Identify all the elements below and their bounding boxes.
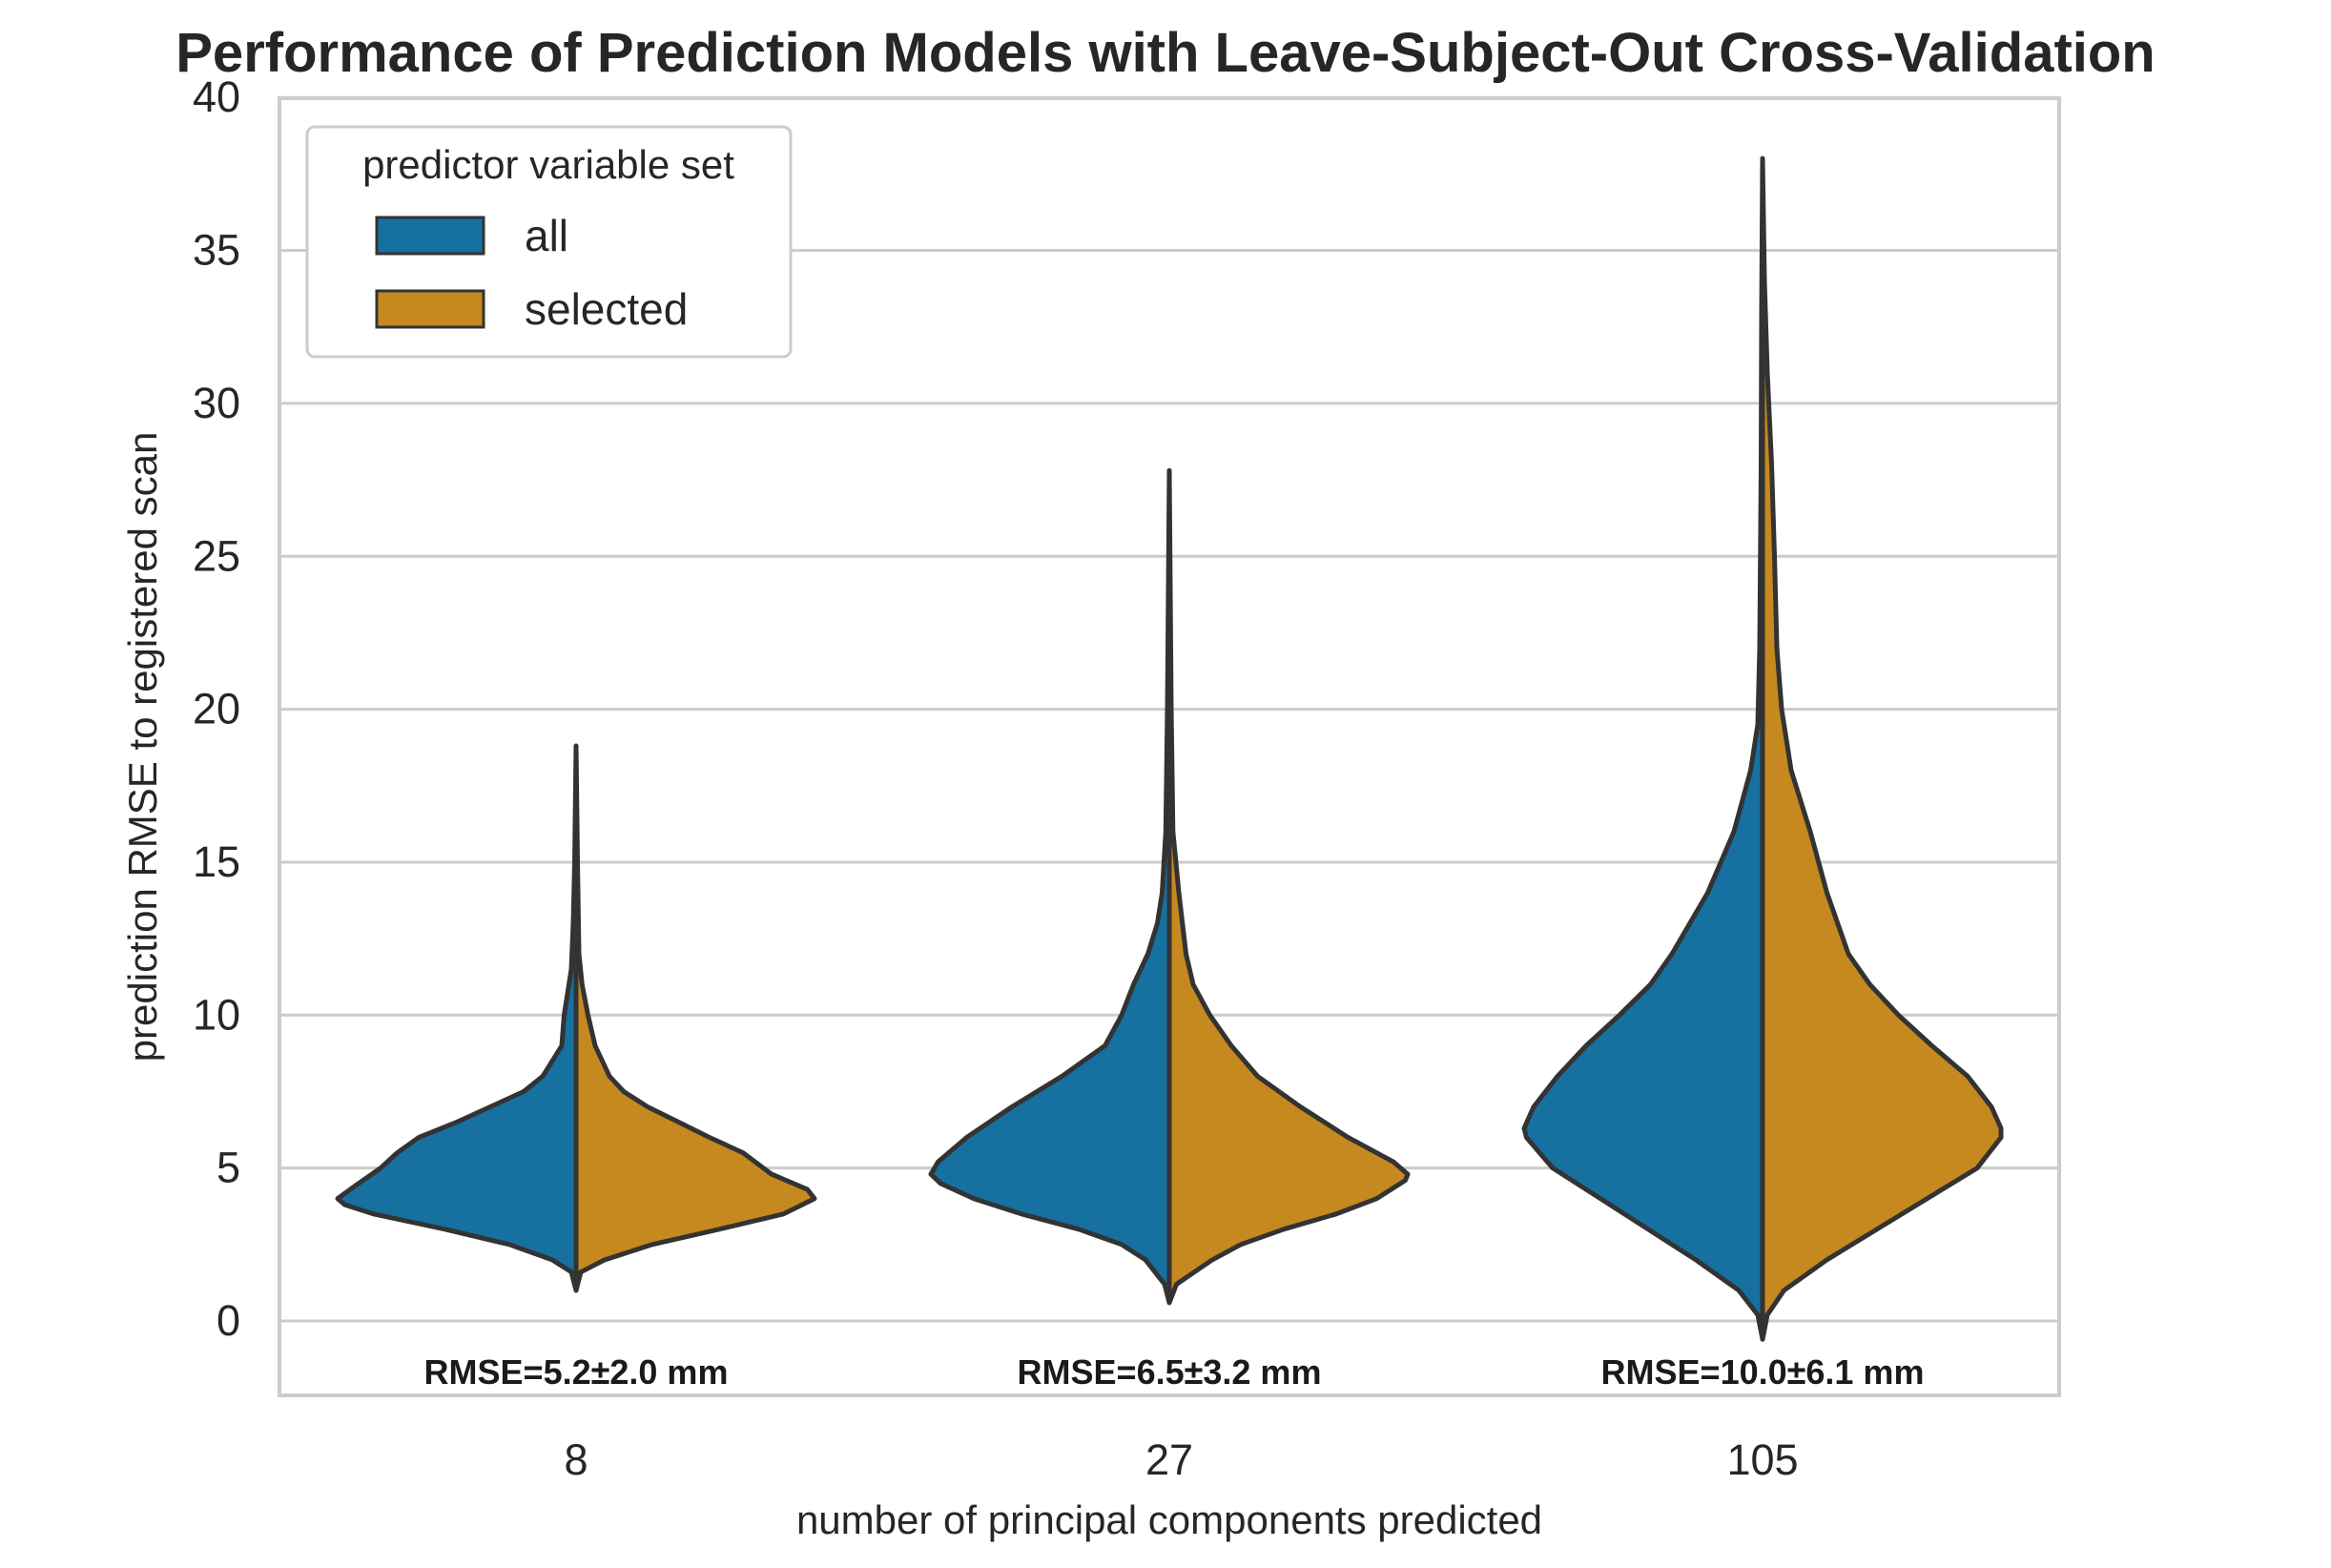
legend-swatch-selected (375, 289, 485, 329)
y-tick-label: 15 (193, 837, 240, 886)
plot-frame (278, 96, 2061, 1397)
legend-title: predictor variable set (362, 142, 734, 187)
violin-half-all-105 (1521, 155, 1765, 1342)
rmse-annotation: RMSE=6.5±3.2 mm (1018, 1352, 1322, 1392)
y-tick-label: 40 (193, 72, 240, 121)
violin-half-selected-27 (1166, 467, 1411, 1306)
violin-half-selected-8 (573, 743, 817, 1293)
legend-label-selected: selected (525, 284, 688, 334)
rmse-annotation: RMSE=10.0±6.1 mm (1601, 1352, 1925, 1392)
violin-half-all-27 (928, 467, 1172, 1306)
x-axis-label: number of principal components predicted (796, 1497, 1542, 1542)
y-tick-label: 0 (217, 1296, 240, 1345)
violin-half-all-8 (335, 743, 579, 1293)
rmse-annotation: RMSE=5.2±2.0 mm (424, 1352, 729, 1392)
x-tick-label: 8 (564, 1435, 588, 1484)
legend: predictor variable set all selected (305, 125, 793, 359)
y-tick-label: 20 (193, 685, 240, 733)
chart-title: Performance of Prediction Models with Le… (175, 22, 2155, 84)
legend-label-all: all (525, 211, 568, 260)
y-axis-label: prediction RMSE to registered scan (120, 432, 165, 1063)
violins (335, 155, 2004, 1342)
violin-half-selected-105 (1760, 155, 2004, 1342)
x-tick-labels: 8 27 105 (564, 1435, 1798, 1484)
y-tick-label: 35 (193, 226, 240, 275)
y-tick-label: 25 (193, 531, 240, 580)
y-tick-label: 30 (193, 379, 240, 427)
legend-swatch-all (375, 216, 485, 256)
y-tick-label: 10 (193, 990, 240, 1039)
y-tick-label: 5 (217, 1144, 240, 1192)
y-tick-labels: 0 5 10 15 20 25 30 35 40 (193, 72, 240, 1345)
x-tick-label: 27 (1145, 1435, 1193, 1484)
rmse-annotations: RMSE=5.2±2.0 mm RMSE=6.5±3.2 mm RMSE=10.0±… (424, 1352, 1925, 1392)
x-tick-label: 105 (1726, 1435, 1798, 1484)
